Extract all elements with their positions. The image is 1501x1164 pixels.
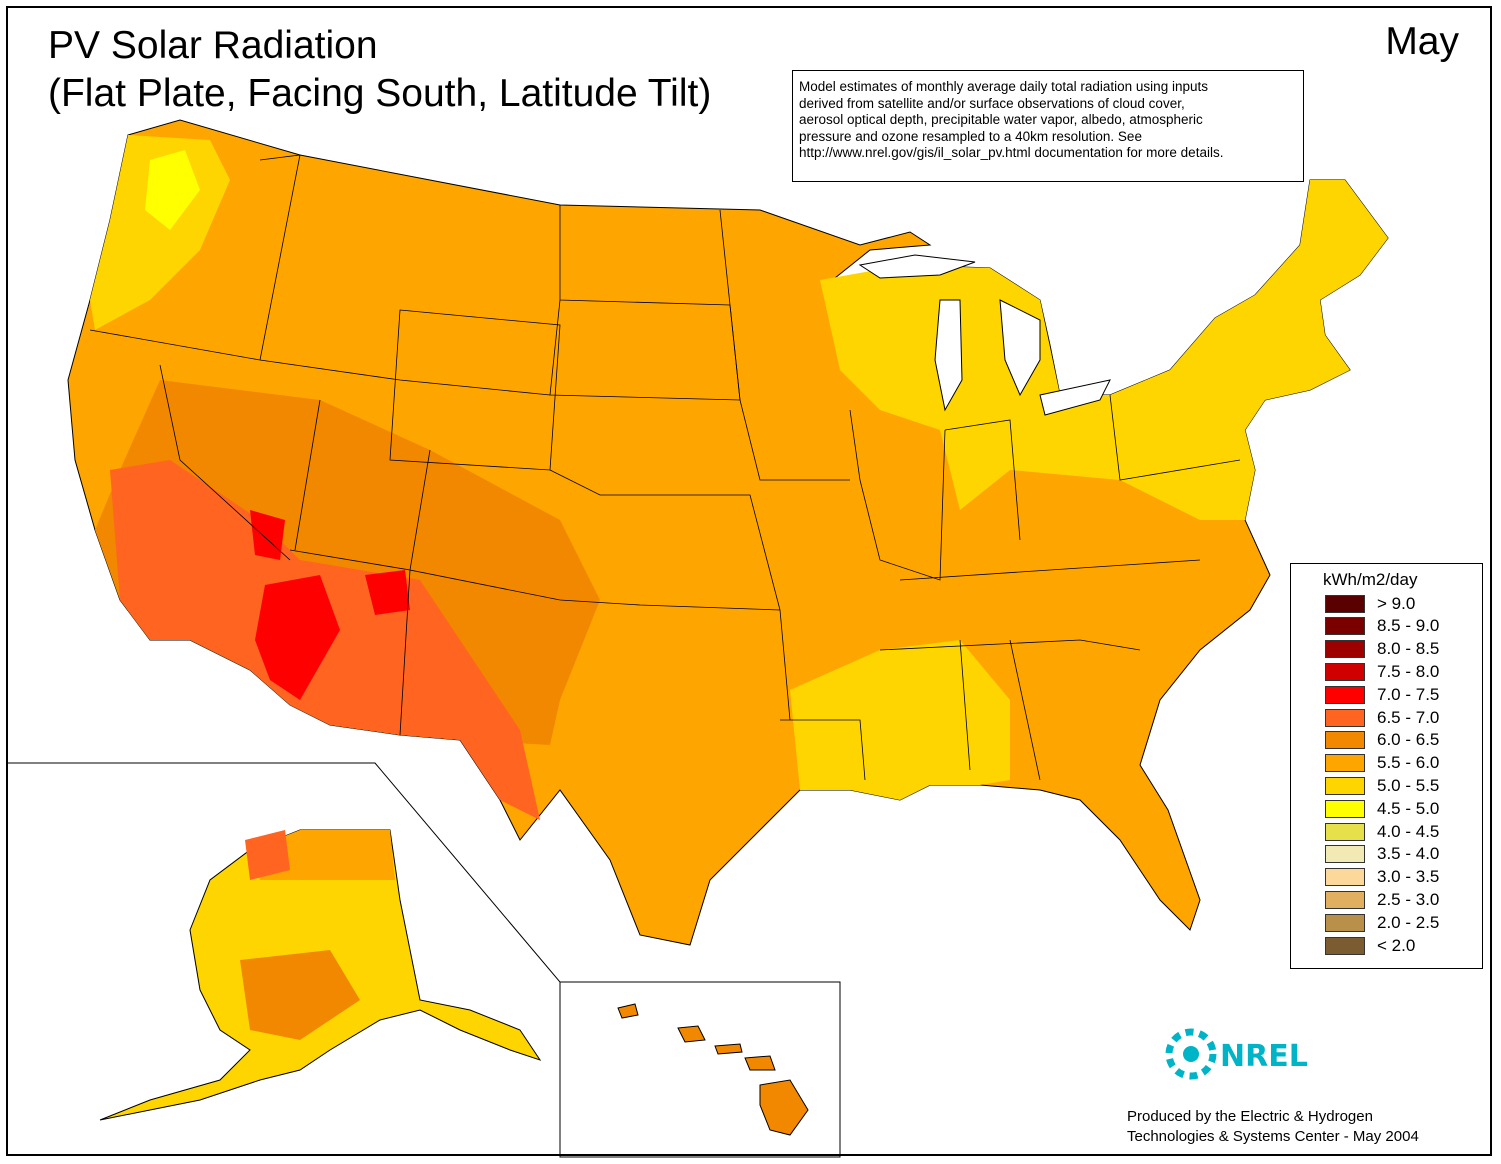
legend-item: 5.5 - 6.0 [1325, 753, 1439, 774]
legend-item: 8.5 - 9.0 [1325, 616, 1439, 637]
alaska-central-zone [240, 950, 360, 1040]
legend-label: > 9.0 [1377, 593, 1416, 613]
legend-swatch [1325, 754, 1365, 773]
legend-label: 6.5 - 7.0 [1377, 707, 1440, 727]
legend-label: 6.0 - 6.5 [1377, 730, 1440, 750]
great-lakes-zone [820, 180, 1388, 520]
logo-center [1183, 1046, 1199, 1062]
legend-label: 8.0 - 8.5 [1377, 639, 1440, 659]
legend-item: > 9.0 [1325, 593, 1415, 614]
arizona-peak-zone [255, 575, 340, 700]
methodology-note: Model estimates of monthly average daily… [792, 70, 1304, 182]
title-line-2: (Flat Plate, Facing South, Latitude Tilt… [48, 72, 712, 115]
lake-michigan [934, 299, 963, 412]
legend-swatch [1325, 799, 1365, 818]
legend-swatch [1325, 731, 1365, 750]
credit: Produced by the Electric & Hydrogen Tech… [1127, 1107, 1419, 1147]
nrel-logo-mark [1165, 1028, 1217, 1080]
legend-item: 4.0 - 4.5 [1325, 821, 1439, 842]
note-line: Model estimates of monthly average daily… [799, 79, 1208, 94]
legend-label: 4.0 - 4.5 [1377, 821, 1440, 841]
legend-item: 3.0 - 3.5 [1325, 867, 1439, 888]
legend-item: 7.5 - 8.0 [1325, 661, 1439, 682]
legend-label: 5.0 - 5.5 [1377, 775, 1440, 795]
legend-swatch [1325, 868, 1365, 887]
new-mexico-peak-zone [365, 570, 410, 615]
legend-item: 2.5 - 3.0 [1325, 889, 1439, 910]
legend-label: 5.5 - 6.0 [1377, 753, 1440, 773]
legend-item: 6.0 - 6.5 [1325, 730, 1439, 751]
gulf-coast-zone [790, 640, 1010, 800]
legend-swatch [1325, 640, 1365, 659]
legend-swatch [1325, 708, 1365, 727]
lake-erie [1039, 379, 1111, 416]
note-line: http://www.nrel.gov/gis/il_solar_pv.html… [799, 145, 1224, 160]
legend-item: < 2.0 [1325, 935, 1415, 956]
legend-label: 2.5 - 3.0 [1377, 889, 1440, 909]
legend-item: 8.0 - 8.5 [1325, 639, 1439, 660]
hawaii-inset-border [559, 981, 841, 1158]
legend-label: 8.5 - 9.0 [1377, 616, 1440, 636]
state-borders [89, 154, 1241, 781]
legend-label: 2.0 - 2.5 [1377, 912, 1440, 932]
legend-swatch [1325, 617, 1365, 636]
legend-label: 7.0 - 7.5 [1377, 684, 1440, 704]
note-line: aerosol optical depth, precipitable wate… [799, 112, 1203, 127]
puget-sound-zone [145, 150, 200, 230]
logo-ring [1165, 1028, 1217, 1080]
legend-swatch [1325, 662, 1365, 681]
legend-item: 3.5 - 4.0 [1325, 844, 1439, 865]
note-line: pressure and ozone resampled to a 40km r… [799, 128, 1142, 144]
map-title: PV Solar Radiation (Flat Plate, Facing S… [48, 22, 711, 118]
legend-swatch [1325, 685, 1365, 704]
legend-swatch [1325, 776, 1365, 795]
credit-line: Produced by the Electric & Hydrogen [1127, 1108, 1373, 1125]
title-line-1: PV Solar Radiation [48, 24, 378, 67]
legend-item: 2.0 - 2.5 [1325, 912, 1439, 933]
legend-swatch [1325, 822, 1365, 841]
legend-swatch [1325, 594, 1365, 613]
logo-text: NREL [1220, 1039, 1308, 1074]
legend: kWh/m2/day > 9.0 8.5 - 9.0 8.0 - 8.5 7.5 - … [1290, 563, 1483, 969]
nrel-logo: NREL [1158, 1018, 1308, 1098]
legend-swatch [1325, 845, 1365, 864]
hawaii-islands [617, 1003, 809, 1136]
legend-label: 4.5 - 5.0 [1377, 798, 1440, 818]
alaska-northwest-peak [245, 830, 290, 880]
legend-label: 7.5 - 8.0 [1377, 661, 1440, 681]
legend-swatch [1325, 913, 1365, 932]
legend-item: 7.0 - 7.5 [1325, 684, 1439, 705]
month-label: May [1385, 20, 1459, 63]
lake-huron [999, 299, 1041, 397]
legend-label: < 2.0 [1377, 935, 1416, 955]
credit-line: Technologies & Systems Center - May 2004 [1127, 1128, 1419, 1145]
legend-label: 3.0 - 3.5 [1377, 867, 1440, 887]
legend-swatch [1325, 890, 1365, 909]
legend-label: 3.5 - 4.0 [1377, 844, 1440, 864]
legend-item: 5.0 - 5.5 [1325, 775, 1439, 796]
legend-swatch [1325, 936, 1365, 955]
legend-item: 4.5 - 5.0 [1325, 798, 1439, 819]
legend-item: 6.5 - 7.0 [1325, 707, 1439, 728]
lake-superior [858, 254, 976, 279]
legend-title: kWh/m2/day [1323, 570, 1418, 589]
note-line: derived from satellite and/or surface ob… [799, 95, 1185, 111]
